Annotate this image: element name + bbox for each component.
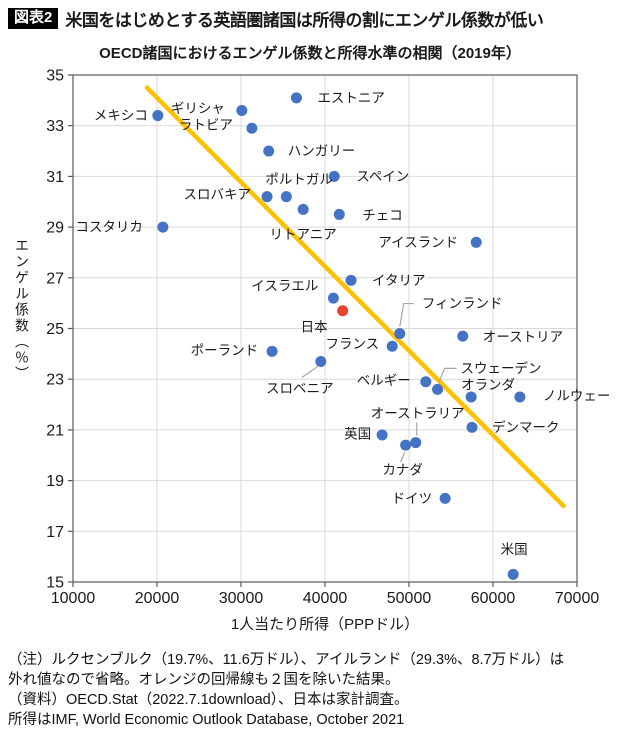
point-costa-rica <box>157 221 169 233</box>
point-netherlands <box>465 391 477 403</box>
point-israel <box>327 292 339 304</box>
point-estonia <box>290 92 302 104</box>
point-label-hungary: ハンガリー <box>288 144 356 159</box>
point-label-usa: 米国 <box>501 542 528 557</box>
y-tick-label-25: 25 <box>46 321 64 338</box>
y-tick-label-19: 19 <box>46 473 64 490</box>
footnote-line: （資料）OECD.Stat（2022.7.1download）、日本は家計調査。 <box>8 692 409 708</box>
point-denmark <box>466 421 478 433</box>
trendline <box>144 85 566 509</box>
footnotes: （注）ルクセンブルク（19.7%、11.6万ドル）、アイルランド（29.3%、8… <box>8 650 618 730</box>
point-hungary <box>263 145 275 157</box>
point-label-sweden: スウェーデン <box>461 360 542 376</box>
y-tick-label-35: 35 <box>46 68 64 85</box>
point-italy <box>345 274 357 286</box>
point-finland <box>394 328 406 340</box>
point-label-norway: ノルウェー <box>543 388 611 403</box>
point-lithuania <box>297 203 309 215</box>
leader-finland <box>399 302 414 327</box>
point-label-finland: フィンランド <box>422 296 503 311</box>
footnote-line: 外れ値なので省略。オレンジの回帰線も２国を除いた結果。 <box>8 672 400 688</box>
x-tick-label-70000: 70000 <box>555 590 600 607</box>
point-label-latvia: ラトビア <box>179 118 233 133</box>
point-label-costa-rica: コスタリカ <box>75 220 143 235</box>
x-axis-title: 1人当たり所得（PPPドル） <box>231 616 419 633</box>
point-label-portugal: ポルトガル <box>265 172 333 187</box>
y-tick-label-15: 15 <box>46 575 64 592</box>
point-czechia <box>333 208 345 220</box>
figure-number-badge: 図表2 <box>8 8 59 29</box>
point-greece <box>236 104 248 116</box>
point-label-mexico: メキシコ <box>94 108 148 123</box>
point-label-italy: イタリア <box>372 273 425 288</box>
x-tick-label-40000: 40000 <box>303 590 348 607</box>
point-label-czechia: チェコ <box>362 208 403 223</box>
point-canada <box>400 439 412 451</box>
point-label-estonia: エストニア <box>317 90 385 105</box>
x-tick-label-30000: 30000 <box>219 590 264 607</box>
point-spain <box>328 170 340 182</box>
point-iceland <box>470 236 482 248</box>
y-tick-label-33: 33 <box>46 118 64 135</box>
point-latvia <box>246 122 258 134</box>
point-japan <box>337 305 349 317</box>
leader-canada <box>400 451 406 463</box>
chart-title: OECD諸国におけるエンゲル係数と所得水準の相関（2019年） <box>99 45 521 62</box>
point-uk <box>376 429 388 441</box>
point-austria <box>457 330 469 342</box>
point-label-canada: カナダ <box>382 463 423 478</box>
point-poland <box>266 345 278 357</box>
x-tick-label-60000: 60000 <box>471 590 516 607</box>
point-sweden <box>432 383 444 395</box>
point-label-france: フランス <box>325 337 379 352</box>
point-label-greece: ギリシャ <box>171 101 225 116</box>
point-mexico <box>152 110 164 122</box>
y-tick-label-29: 29 <box>46 220 64 237</box>
point-belgium <box>420 376 432 388</box>
point-label-netherlands: オランダ <box>461 377 515 392</box>
y-tick-label-17: 17 <box>46 524 64 541</box>
point-france <box>386 340 398 352</box>
leader-sweden <box>438 367 457 384</box>
point-label-israel: イスラエル <box>251 279 318 294</box>
y-tick-label-23: 23 <box>46 372 64 389</box>
point-label-denmark: デンマーク <box>492 419 560 435</box>
point-label-slovenia: スロベニア <box>266 381 334 396</box>
point-slovakia <box>261 191 273 203</box>
leader-slovenia <box>301 365 319 378</box>
point-label-uk: 英国 <box>344 425 371 441</box>
point-australia <box>410 437 422 449</box>
point-usa <box>507 568 519 580</box>
footnote-line: 所得はIMF, World Economic Outlook Database,… <box>8 712 405 728</box>
point-label-australia: オーストラリア <box>371 406 465 421</box>
point-germany <box>439 492 451 504</box>
point-norway <box>514 391 526 403</box>
point-portugal <box>280 191 292 203</box>
y-tick-label-21: 21 <box>46 422 64 439</box>
figure-header: 図表2 米国をはじめとする英語圏諸国は所得の割にエンゲル係数が低い <box>8 6 616 31</box>
footnote-line: （注）ルクセンブルク（19.7%、11.6万ドル）、アイルランド（29.3%、8… <box>8 652 565 668</box>
figure-title: 米国をはじめとする英語圏諸国は所得の割にエンゲル係数が低い <box>65 11 544 30</box>
point-label-slovakia: スロバキア <box>184 187 252 202</box>
x-tick-label-50000: 50000 <box>387 590 432 607</box>
x-tick-label-20000: 20000 <box>135 590 180 607</box>
point-label-japan: 日本 <box>301 319 328 334</box>
point-label-iceland: アイスランド <box>378 235 458 250</box>
x-tick-label-10000: 10000 <box>51 590 96 607</box>
point-label-poland: ポーランド <box>191 343 259 358</box>
point-slovenia <box>315 355 327 367</box>
y-axis-title: エンゲル係数（％） <box>14 238 30 382</box>
point-label-lithuania: リトアニア <box>270 227 337 242</box>
y-tick-label-27: 27 <box>46 270 64 287</box>
point-label-germany: ドイツ <box>392 491 433 506</box>
point-label-austria: オーストリア <box>483 330 563 345</box>
point-label-spain: スペイン <box>356 169 409 184</box>
y-tick-label-31: 31 <box>46 169 64 186</box>
point-label-belgium: ベルギー <box>357 373 411 388</box>
